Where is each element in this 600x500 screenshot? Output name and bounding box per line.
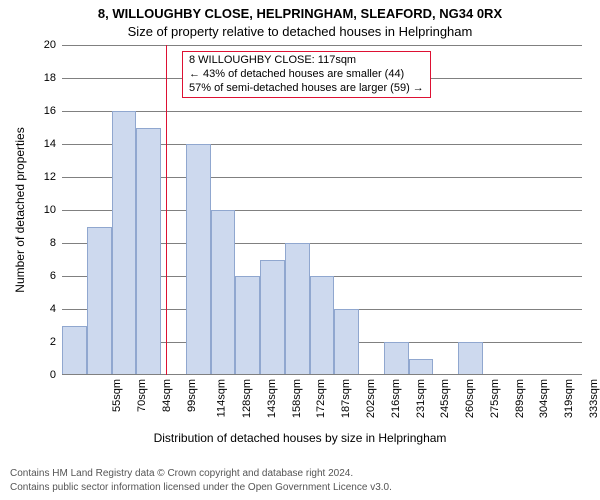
bar [186,144,211,375]
footer-line-1: Contains HM Land Registry data © Crown c… [10,468,353,479]
y-tick-label: 6 [50,270,62,282]
x-tick-label: 55sqm [111,379,123,412]
bar [235,276,260,375]
y-axis-label: Number of detached properties [13,127,27,292]
x-tick-label: 143sqm [266,379,278,418]
bar [112,111,137,375]
y-tick-label: 0 [50,369,62,381]
bar [260,260,285,376]
annotation-line: 57% of semi-detached houses are larger (… [189,82,424,96]
x-tick-label: 172sqm [316,379,328,418]
bar [136,128,161,376]
marker-line [166,45,167,375]
bar [409,359,434,376]
x-tick-label: 275sqm [489,379,501,418]
y-tick-label: 10 [44,204,62,216]
x-tick-label: 187sqm [340,379,352,418]
x-tick-label: 84sqm [161,379,173,412]
x-tick-label: 231sqm [415,379,427,418]
footer-line-2: Contains public sector information licen… [10,482,392,493]
annotation-line: ← 43% of detached houses are smaller (44… [189,68,424,82]
x-tick-label: 128sqm [241,379,253,418]
plot-area: 8 WILLOUGHBY CLOSE: 117sqm← 43% of detac… [62,45,582,375]
x-tick-label: 202sqm [365,379,377,418]
bar [285,243,310,375]
bar [384,342,409,375]
x-tick-label: 289sqm [514,379,526,418]
y-tick-label: 2 [50,336,62,348]
y-tick-label: 16 [44,105,62,117]
bar [458,342,483,375]
y-tick-label: 14 [44,138,62,150]
bar [334,309,359,375]
bar [211,210,236,375]
x-axis-label: Distribution of detached houses by size … [0,431,600,445]
x-tick-label: 304sqm [538,379,550,418]
y-tick-label: 8 [50,237,62,249]
annotation-box: 8 WILLOUGHBY CLOSE: 117sqm← 43% of detac… [182,51,431,98]
bar [62,326,87,376]
x-tick-label: 70sqm [136,379,148,412]
x-tick-label: 99sqm [186,379,198,412]
x-baseline [62,374,582,375]
x-tick-label: 114sqm [216,379,228,417]
annotation-line: 8 WILLOUGHBY CLOSE: 117sqm [189,54,424,68]
x-tick-label: 216sqm [390,379,402,418]
x-tick-label: 245sqm [439,379,451,418]
y-tick-label: 12 [44,171,62,183]
chart-title: 8, WILLOUGHBY CLOSE, HELPRINGHAM, SLEAFO… [0,6,600,21]
y-tick-label: 20 [44,39,62,51]
y-tick-label: 18 [44,72,62,84]
x-tick-label: 260sqm [464,379,476,418]
x-tick-label: 158sqm [291,379,303,418]
x-tick-label: 319sqm [563,379,575,418]
bar [87,227,112,376]
x-tick-label: 333sqm [588,379,600,418]
chart-subtitle: Size of property relative to detached ho… [0,24,600,39]
y-tick-label: 4 [50,303,62,315]
bar [310,276,335,375]
chart-container: { "title": { "text": "8, WILLOUGHBY CLOS… [0,0,600,500]
